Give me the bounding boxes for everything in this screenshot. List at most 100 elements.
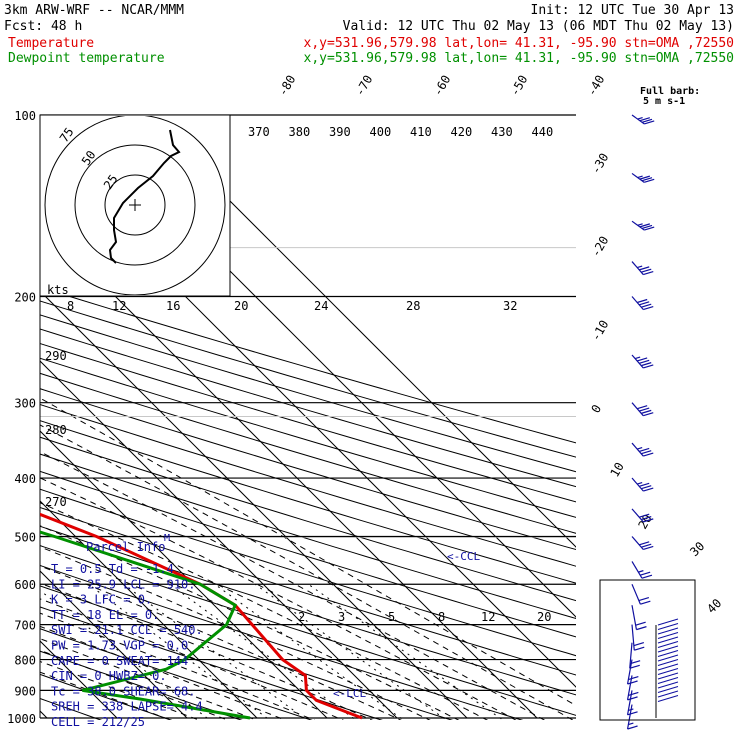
theta-label: 440 <box>532 125 554 139</box>
dry-adiabat-line <box>40 300 576 458</box>
moist-adiabat-line <box>40 612 316 720</box>
near-surface-barb <box>657 681 679 689</box>
dry-adiabat-line <box>40 525 576 696</box>
wind-barbs <box>599 114 696 730</box>
near-surface-barb <box>657 668 679 675</box>
hodograph-ring-50 <box>74 144 196 266</box>
hodograph-ring-label-75: 75 <box>57 125 77 145</box>
moist-adiabat-line <box>40 477 517 720</box>
barb-legend-line2: 5 m s-1 <box>643 96 685 107</box>
wind-barb <box>631 508 654 523</box>
dry-adiabat-line <box>40 314 576 473</box>
theta-label-left: 270 <box>45 495 67 509</box>
hodograph-ring-25 <box>104 174 166 236</box>
parcel-info-panel: Parcel Info T = 0.5 Td = -1.4LI = 25.9 L… <box>51 540 203 729</box>
temperature-profile-line <box>40 512 363 720</box>
parcel-info-row: LI = 25.9 LCL = 910. <box>51 577 196 591</box>
near-surface-barb <box>657 650 679 657</box>
near-surface-barb <box>657 659 679 666</box>
forecast-hour: Fcst: 48 h <box>4 19 82 34</box>
near-surface-barb <box>657 641 679 648</box>
mixing-ratio-label: 16 <box>166 299 180 313</box>
dry-adiabat-line <box>40 342 576 503</box>
model-title: 3km ARW-WRF -- NCAR/MMM <box>4 3 184 18</box>
barb-legend-line1: Full barb: <box>640 86 700 97</box>
mixing-ratio-label: 28 <box>406 299 420 313</box>
temperature-tick-label: -10 <box>588 318 611 344</box>
near-surface-barb <box>657 645 679 653</box>
dry-adiabat-line <box>40 585 454 720</box>
dry-adiabat-line <box>40 453 576 620</box>
near-surface-barb <box>657 672 679 680</box>
pressure-tick-label: 500 <box>14 530 36 544</box>
hodograph-ring-label-50: 50 <box>79 148 99 168</box>
hodograph-inset: 25 50 75 kts <box>39 114 231 297</box>
near-surface-barb <box>657 636 679 644</box>
wind-barb <box>631 442 654 457</box>
dry-adiabat-line <box>40 470 576 638</box>
moist-adiabat-line <box>40 424 574 720</box>
near-surface-barb <box>657 632 679 639</box>
wind-barb <box>626 659 639 685</box>
temperature-tick-label: 30 <box>687 539 707 559</box>
mixing-ratio-label: 12 <box>112 299 126 313</box>
valid-time: Valid: 12 UTC Thu 02 May 13 (06 MDT Thu … <box>343 19 734 34</box>
temperature-legend-info: x,y=531.96,579.98 lat,lon= 41.31, -95.90… <box>304 36 734 51</box>
near-surface-barb-box <box>599 579 696 721</box>
theta-label: 420 <box>451 125 473 139</box>
hodograph-ring-75 <box>44 116 226 295</box>
theta-label: 370 <box>248 125 270 139</box>
pressure-tick-label: 300 <box>14 397 36 411</box>
temperature-tick-label: -70 <box>352 73 375 99</box>
near-surface-barb <box>657 686 679 693</box>
parcel-info-row: CIN = 0 HWBZ= 0. <box>51 669 167 683</box>
pressure-tick-label: 600 <box>14 578 36 592</box>
dry-adiabat-line <box>40 606 383 720</box>
isotherm-line <box>40 570 188 719</box>
m-marker: M <box>164 533 170 544</box>
parcel-info-row: SREH = 338 LAPSE= 4.4 <box>51 700 203 714</box>
wind-barb <box>631 220 655 231</box>
dewpoint-profile-line <box>40 530 251 720</box>
temperature-tick-label: -60 <box>430 73 453 99</box>
lcl-marker: <-LCL <box>333 687 366 700</box>
mixing-ratio-label: 5 <box>388 610 395 624</box>
wind-barb <box>631 583 651 605</box>
near-surface-barb <box>657 623 679 630</box>
mixing-ratio-label: 8 <box>67 299 74 313</box>
wind-barb <box>626 675 639 701</box>
theta-label-left: 290 <box>45 349 67 363</box>
parcel-info-row: PW = 1.73 VGP = 0.0 <box>51 639 188 653</box>
wind-barb <box>631 561 653 579</box>
theta-label: 430 <box>491 125 513 139</box>
hodograph-unit-label: kts <box>47 283 69 297</box>
dry-adiabat-line <box>40 564 524 720</box>
wind-barb <box>631 536 654 551</box>
dewpoint-legend-label: Dewpoint temperature <box>8 51 165 66</box>
ccl-marker: <-CCL <box>447 550 480 563</box>
parcel-info-row: CELL = 212/25 <box>51 715 145 729</box>
pressure-tick-label: 100 <box>14 109 36 123</box>
dry-adiabat-line <box>40 545 576 716</box>
pressure-tick-label: 400 <box>14 472 36 486</box>
dewpoint-legend-info: x,y=531.96,579.98 lat,lon= 41.31, -95.90… <box>304 51 734 66</box>
isotherm-line <box>40 430 328 719</box>
wind-barb <box>631 296 654 311</box>
temperature-tick-label: -40 <box>584 73 607 99</box>
temperature-tick-label: -80 <box>275 73 298 99</box>
moist-adiabat-line <box>40 451 546 720</box>
wind-barb <box>631 402 654 417</box>
moist-adiabat-line <box>40 502 489 720</box>
wind-barb <box>631 624 645 651</box>
near-surface-barb <box>657 677 679 684</box>
wind-barb <box>631 114 655 125</box>
wind-barb <box>631 605 647 631</box>
pressure-tick-label: 700 <box>14 619 36 633</box>
parcel-info-row: SWI = 21.1 CCL = 540. <box>51 623 203 637</box>
dry-adiabat-line <box>40 506 576 676</box>
near-surface-barb <box>657 627 679 635</box>
theta-label: 380 <box>289 125 311 139</box>
temperature-tick-label: 40 <box>704 596 724 616</box>
hodograph-ring-label-25: 25 <box>101 172 121 192</box>
